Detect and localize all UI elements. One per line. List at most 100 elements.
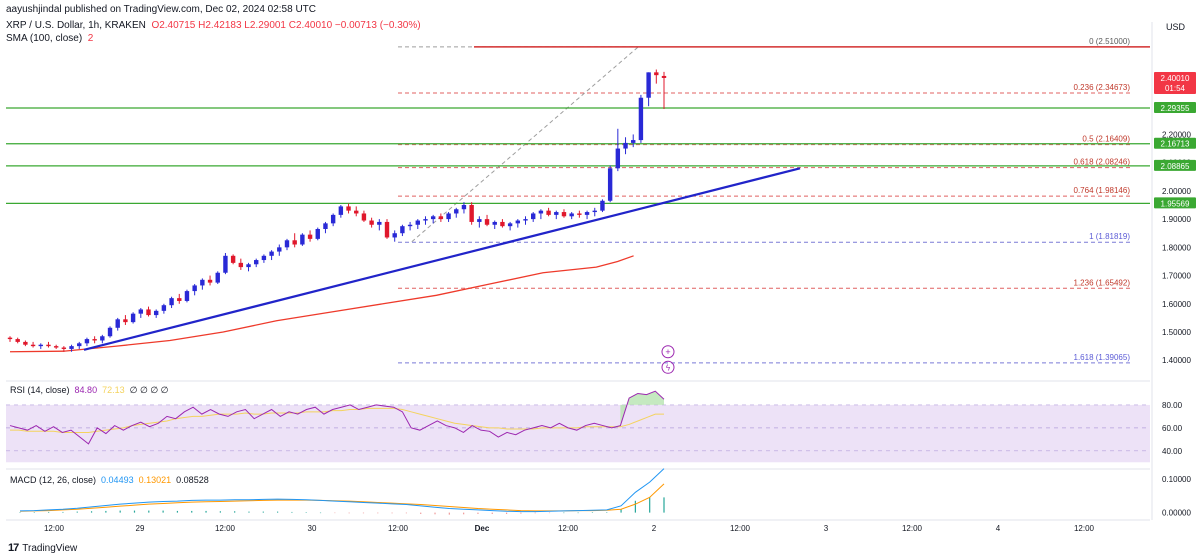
candle-body <box>469 205 474 222</box>
macd-histogram-bar <box>348 512 350 514</box>
candle-body <box>200 279 205 286</box>
time-tick-label: 29 <box>136 524 145 533</box>
macd-histogram-bar <box>649 497 651 513</box>
candle-body <box>23 341 28 345</box>
candle-body <box>284 240 290 248</box>
candle-body <box>607 168 613 201</box>
candle-body <box>615 148 621 169</box>
macd-histogram-bar <box>606 512 608 513</box>
macd-histogram-bar <box>420 512 422 514</box>
macd-histogram-bar <box>334 512 336 514</box>
publisher-line: aayushjindal published on TradingView.co… <box>6 4 317 15</box>
candle-body <box>600 200 605 211</box>
candle-body <box>461 205 467 210</box>
symbol-name[interactable]: XRP / U.S. Dollar, 1h, KRAKEN <box>6 20 146 31</box>
candle-body <box>292 240 297 245</box>
time-tick-label: Dec <box>475 524 490 533</box>
macd-histogram-bar <box>90 511 93 513</box>
candle-body <box>277 247 282 252</box>
candle-body <box>430 216 436 220</box>
time-tick-label: 12:00 <box>215 524 236 533</box>
macd-legend: MACD (12, 26, close) 0.04493 0.13021 0.0… <box>10 475 209 485</box>
rsi-legend: RSI (14, close) 84.80 72.13 ∅ ∅ ∅ ∅ <box>10 385 169 396</box>
price-badge-label: 2.08865 <box>1161 162 1190 171</box>
symbol-header: XRP / U.S. Dollar, 1h, KRAKEN O2.40715 H… <box>6 20 421 31</box>
sma-legend: SMA (100, close) 2 <box>6 33 93 44</box>
macd-histogram-bar <box>219 511 221 513</box>
macd-histogram-bar <box>19 512 21 513</box>
ascending-trendline[interactable] <box>83 167 801 351</box>
candle-body <box>407 224 413 227</box>
macd-signal-value: 0.13021 <box>138 475 172 485</box>
candle-body <box>384 221 390 238</box>
rsi-label[interactable]: RSI (14, close) <box>10 385 70 395</box>
price-tick-label: 1.90000 <box>1162 215 1191 224</box>
candle-body <box>484 219 490 225</box>
candle-body <box>177 298 182 301</box>
sma-label[interactable]: SMA (100, close) <box>6 33 83 44</box>
candle-body <box>307 234 313 239</box>
macd-histogram-bar <box>548 512 551 514</box>
candle-body <box>415 220 420 225</box>
price-badge <box>1154 137 1196 149</box>
macd-histogram-bar <box>405 512 407 514</box>
candle-body <box>646 72 651 98</box>
event-lightning-icon[interactable] <box>661 360 675 374</box>
price-badge-label: 1.95569 <box>1161 199 1190 208</box>
candle-body <box>323 223 328 229</box>
rsi-band <box>6 404 1150 463</box>
macd-signal-line <box>19 483 665 512</box>
candle-body <box>100 336 105 341</box>
candle-body <box>561 212 567 217</box>
candle-body <box>269 251 274 256</box>
candle-body <box>584 212 590 215</box>
candle-body <box>569 213 574 217</box>
candle-body <box>146 309 151 316</box>
rsi-extra: ∅ ∅ ∅ ∅ <box>129 385 169 395</box>
rsi-value: 84.80 <box>74 385 98 395</box>
price-tick-label: 2.00000 <box>1162 187 1191 196</box>
price-tick-label: 1.70000 <box>1162 272 1191 281</box>
price-tick-label: 1.40000 <box>1162 356 1191 365</box>
macd-label[interactable]: MACD (12, 26, close) <box>10 475 97 485</box>
price-badge <box>1154 102 1196 114</box>
candle-body <box>369 220 374 225</box>
price-badge <box>1154 197 1196 209</box>
candle-body <box>500 221 505 227</box>
macd-histogram-bar <box>620 509 622 513</box>
candle-body <box>184 291 190 301</box>
price-badge-label: 2.40010 <box>1161 74 1190 83</box>
macd-histogram-bar <box>377 512 379 514</box>
tradingview-brand[interactable]: 17 TradingView <box>8 542 77 554</box>
candle-body <box>446 213 451 220</box>
candle-body <box>153 310 159 316</box>
macd-histogram-bar <box>491 512 493 514</box>
macd-histogram-bar <box>248 511 250 513</box>
macd-histogram-bar <box>191 510 193 513</box>
rsi-tick-label: 40.00 <box>1162 447 1183 456</box>
candle-body <box>161 305 167 311</box>
macd-histogram-bar <box>391 512 393 514</box>
event-plus-icon[interactable] <box>661 345 675 359</box>
candle-body <box>107 327 113 337</box>
candle-body <box>592 210 597 213</box>
candle-body <box>230 255 236 263</box>
price-badge-label: 2.16713 <box>1161 140 1190 149</box>
candle-body <box>377 221 382 225</box>
macd-histogram-bar <box>534 512 536 514</box>
rsi-overbought-fill <box>620 391 664 426</box>
time-tick-label: 2 <box>652 524 657 533</box>
candle-body <box>261 255 267 261</box>
candle-body <box>654 72 659 76</box>
price-tick-label: 1.60000 <box>1162 300 1191 309</box>
macd-line <box>19 468 665 513</box>
macd-histogram-bar <box>634 500 636 513</box>
candle-body <box>123 319 128 323</box>
time-tick-label: 12:00 <box>902 524 923 533</box>
candle-body <box>77 343 82 347</box>
rsi-ma-line <box>10 407 664 433</box>
candle-body <box>523 219 528 221</box>
time-tick-label: 3 <box>824 524 829 533</box>
candle-body <box>223 255 228 273</box>
